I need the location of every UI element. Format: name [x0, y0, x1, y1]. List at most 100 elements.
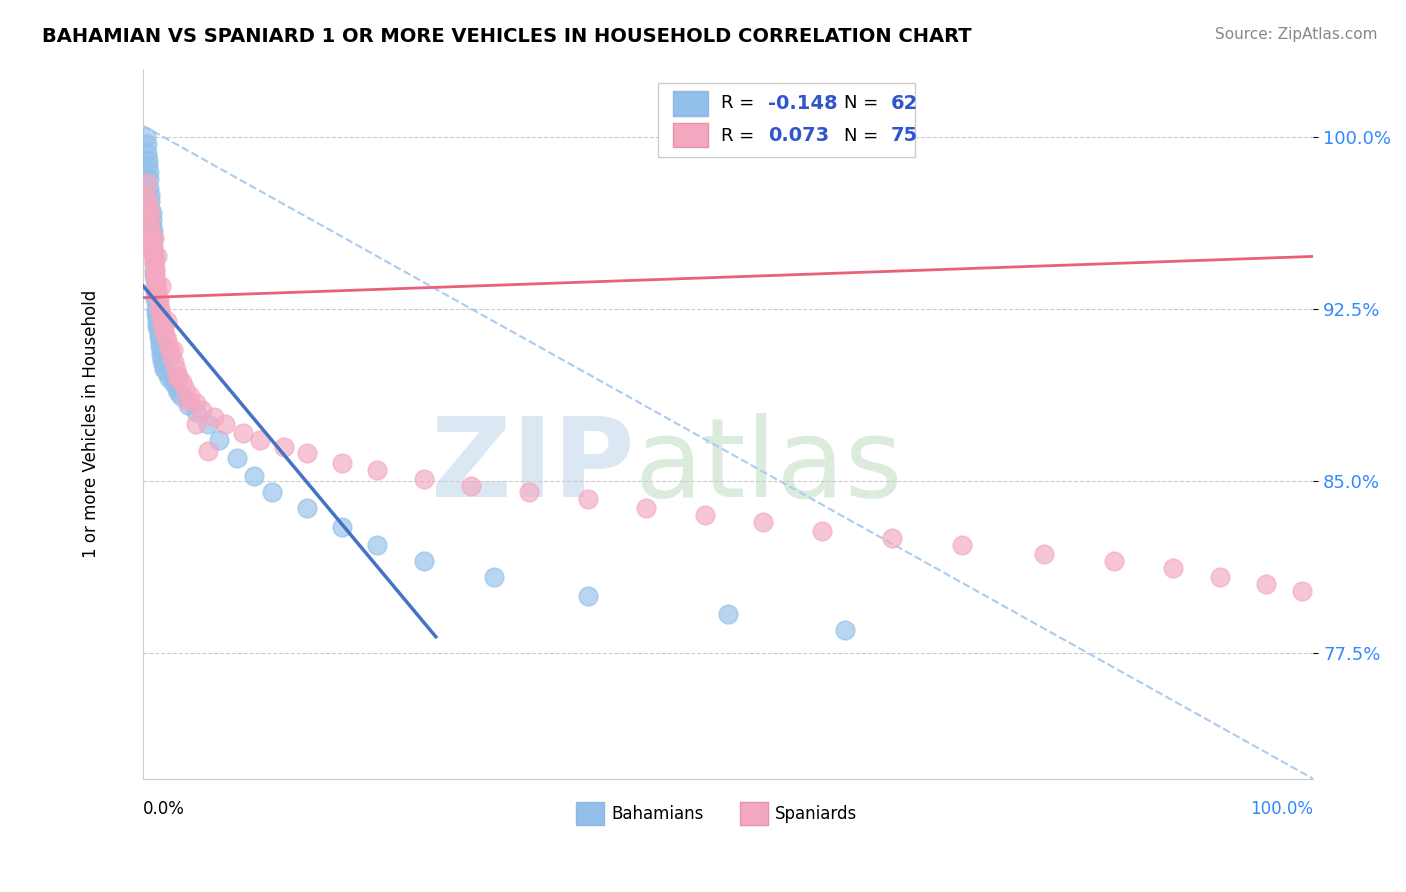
- Point: [142, 244, 165, 259]
- Point: [174, 382, 197, 396]
- Point: [273, 440, 295, 454]
- Point: [1161, 561, 1184, 575]
- Point: [152, 357, 174, 371]
- Point: [811, 524, 834, 539]
- Point: [141, 238, 163, 252]
- Point: [138, 164, 160, 178]
- Point: [153, 325, 176, 339]
- Point: [138, 215, 160, 229]
- Point: [150, 316, 173, 330]
- Point: [177, 393, 200, 408]
- Point: [197, 417, 219, 431]
- Point: [148, 325, 170, 339]
- Point: [146, 288, 169, 302]
- Point: [148, 329, 170, 343]
- Point: [636, 501, 658, 516]
- Text: 1 or more Vehicles in Household: 1 or more Vehicles in Household: [82, 290, 100, 558]
- Point: [157, 371, 180, 385]
- Point: [184, 396, 207, 410]
- Point: [460, 478, 482, 492]
- Point: [149, 302, 172, 317]
- Point: [143, 270, 166, 285]
- Point: [214, 417, 236, 431]
- Point: [834, 623, 856, 637]
- Point: [170, 389, 193, 403]
- Point: [145, 275, 167, 289]
- Point: [139, 222, 162, 236]
- Point: [136, 158, 159, 172]
- Point: [165, 361, 187, 376]
- Point: [149, 334, 172, 348]
- Point: [138, 171, 160, 186]
- Point: [208, 433, 231, 447]
- Text: N =: N =: [844, 95, 884, 112]
- Point: [163, 355, 186, 369]
- Point: [413, 554, 436, 568]
- Point: [191, 403, 214, 417]
- Point: [243, 469, 266, 483]
- Point: [138, 180, 160, 194]
- Point: [142, 263, 165, 277]
- Point: [149, 339, 172, 353]
- Point: [143, 260, 166, 275]
- Point: [156, 313, 179, 327]
- Point: [143, 272, 166, 286]
- Point: [142, 238, 165, 252]
- Point: [197, 444, 219, 458]
- Text: 62: 62: [891, 94, 918, 112]
- Bar: [658, 83, 915, 157]
- Point: [149, 311, 172, 326]
- Point: [249, 433, 271, 447]
- Point: [1104, 554, 1126, 568]
- Text: 0.0%: 0.0%: [143, 800, 186, 818]
- Point: [135, 187, 157, 202]
- Point: [366, 462, 388, 476]
- Point: [139, 228, 162, 243]
- Point: [1256, 577, 1278, 591]
- Point: [139, 194, 162, 209]
- Point: [153, 361, 176, 376]
- Text: N =: N =: [844, 127, 884, 145]
- Point: [366, 538, 388, 552]
- Text: atlas: atlas: [634, 413, 903, 520]
- Point: [148, 293, 170, 307]
- Point: [1208, 570, 1230, 584]
- Point: [143, 279, 166, 293]
- Point: [142, 256, 165, 270]
- Point: [145, 295, 167, 310]
- Point: [226, 451, 249, 466]
- Text: Spaniards: Spaniards: [775, 805, 858, 822]
- Point: [167, 384, 190, 399]
- Bar: [673, 91, 709, 116]
- Point: [295, 501, 318, 516]
- Point: [136, 202, 159, 216]
- Point: [152, 320, 174, 334]
- Point: [141, 233, 163, 247]
- Point: [148, 297, 170, 311]
- Point: [1291, 583, 1313, 598]
- Point: [160, 348, 183, 362]
- Text: 75: 75: [891, 127, 918, 145]
- Point: [149, 307, 172, 321]
- Point: [202, 409, 225, 424]
- Point: [717, 607, 740, 621]
- Point: [146, 249, 169, 263]
- Text: 0.073: 0.073: [768, 127, 830, 145]
- Point: [142, 231, 165, 245]
- Point: [146, 316, 169, 330]
- Text: R =: R =: [721, 95, 761, 112]
- Point: [693, 508, 716, 523]
- Point: [1033, 547, 1056, 561]
- Text: BAHAMIAN VS SPANIARD 1 OR MORE VEHICLES IN HOUSEHOLD CORRELATION CHART: BAHAMIAN VS SPANIARD 1 OR MORE VEHICLES …: [42, 27, 972, 45]
- Point: [145, 279, 167, 293]
- Point: [157, 341, 180, 355]
- Point: [184, 405, 207, 419]
- Point: [576, 492, 599, 507]
- Point: [752, 515, 775, 529]
- Point: [149, 348, 172, 362]
- Point: [142, 252, 165, 266]
- Point: [156, 334, 179, 348]
- Point: [146, 311, 169, 326]
- Point: [167, 371, 190, 385]
- Point: [143, 284, 166, 298]
